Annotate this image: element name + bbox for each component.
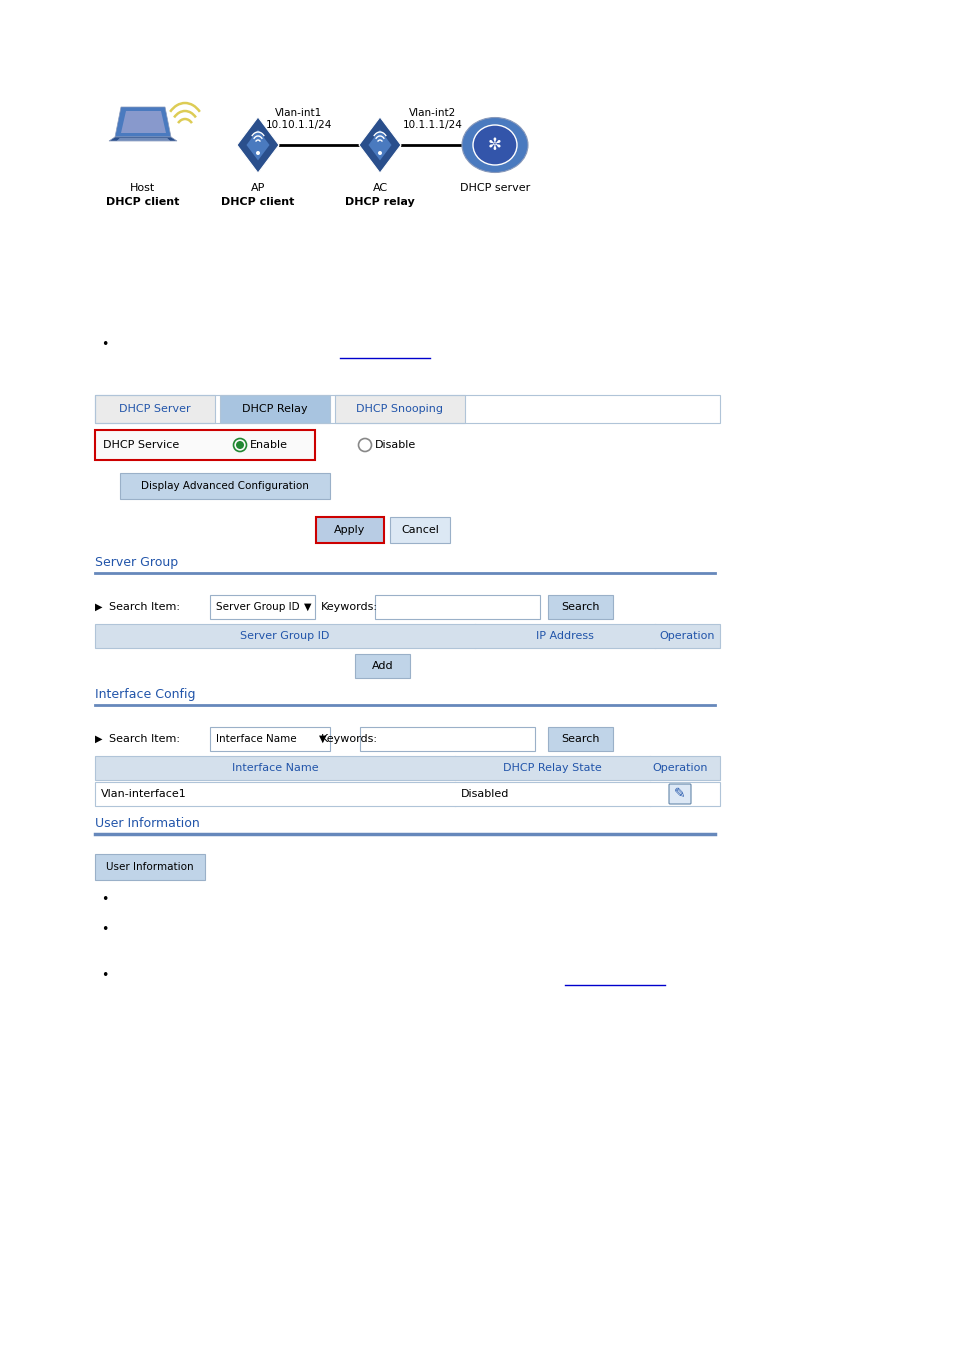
- Text: Vlan-int1: Vlan-int1: [275, 108, 322, 117]
- Text: 10.1.1.1/24: 10.1.1.1/24: [402, 120, 462, 130]
- Circle shape: [255, 151, 260, 155]
- Bar: [210, 728, 330, 751]
- Text: Search: Search: [560, 734, 599, 744]
- Text: Host: Host: [131, 184, 155, 193]
- Polygon shape: [236, 117, 278, 173]
- Text: 10.10.1.1/24: 10.10.1.1/24: [266, 120, 332, 130]
- Text: Server Group ID: Server Group ID: [215, 602, 299, 612]
- Text: AC: AC: [372, 184, 387, 193]
- Text: Apply: Apply: [334, 525, 365, 535]
- Bar: [335, 396, 464, 423]
- Text: Disable: Disable: [375, 440, 416, 450]
- Bar: [220, 396, 330, 423]
- Ellipse shape: [461, 117, 527, 173]
- Polygon shape: [121, 111, 166, 134]
- Text: Operation: Operation: [652, 763, 707, 774]
- FancyBboxPatch shape: [668, 784, 690, 805]
- Bar: [95, 756, 720, 780]
- Text: Display Advanced Configuration: Display Advanced Configuration: [141, 481, 309, 491]
- Ellipse shape: [473, 126, 517, 165]
- Bar: [359, 728, 535, 751]
- Text: •: •: [101, 968, 109, 981]
- Text: ▼: ▼: [303, 602, 311, 612]
- Text: •: •: [101, 339, 109, 351]
- Text: ✎: ✎: [674, 787, 685, 801]
- Text: DHCP Service: DHCP Service: [103, 440, 179, 450]
- Text: DHCP Relay: DHCP Relay: [242, 404, 308, 414]
- Text: DHCP client: DHCP client: [221, 197, 294, 207]
- Text: Interface Name: Interface Name: [232, 763, 318, 774]
- Text: Cancel: Cancel: [400, 525, 438, 535]
- Bar: [210, 595, 314, 620]
- Text: AP: AP: [251, 184, 265, 193]
- Bar: [95, 396, 214, 423]
- Text: ▼: ▼: [318, 734, 326, 744]
- Text: Server Group: Server Group: [95, 556, 178, 568]
- Bar: [547, 595, 613, 620]
- Text: Search Item:: Search Item:: [109, 734, 180, 744]
- Bar: [95, 624, 720, 648]
- Text: User Information: User Information: [106, 863, 193, 872]
- Bar: [375, 595, 539, 620]
- Text: DHCP Server: DHCP Server: [119, 404, 191, 414]
- Text: DHCP Relay State: DHCP Relay State: [502, 763, 601, 774]
- Bar: [120, 472, 330, 499]
- Text: Keywords:: Keywords:: [320, 602, 377, 612]
- Polygon shape: [368, 130, 391, 161]
- Bar: [95, 782, 720, 806]
- Text: Interface Name: Interface Name: [215, 734, 296, 744]
- Text: ✼: ✼: [488, 136, 501, 154]
- Text: IP Address: IP Address: [536, 630, 594, 641]
- Text: Keywords:: Keywords:: [320, 734, 377, 744]
- Polygon shape: [246, 130, 270, 161]
- Text: User Information: User Information: [95, 817, 199, 830]
- Bar: [315, 517, 384, 543]
- Bar: [390, 517, 450, 543]
- Polygon shape: [115, 107, 171, 136]
- Text: Vlan-interface1: Vlan-interface1: [101, 788, 187, 799]
- Text: Enable: Enable: [250, 440, 288, 450]
- Text: Search: Search: [560, 602, 599, 612]
- Text: Add: Add: [372, 662, 393, 671]
- Bar: [355, 653, 410, 678]
- Text: Vlan-int2: Vlan-int2: [409, 108, 456, 117]
- Text: Disabled: Disabled: [460, 788, 509, 799]
- Text: DHCP Snooping: DHCP Snooping: [356, 404, 443, 414]
- Circle shape: [235, 441, 244, 450]
- Text: DHCP client: DHCP client: [106, 197, 179, 207]
- Polygon shape: [358, 117, 400, 173]
- Bar: [95, 855, 205, 880]
- Bar: [547, 728, 613, 751]
- Text: Interface Config: Interface Config: [95, 688, 195, 701]
- Circle shape: [377, 151, 381, 155]
- Text: ▶: ▶: [95, 734, 102, 744]
- Text: •: •: [101, 894, 109, 906]
- Text: Server Group ID: Server Group ID: [240, 630, 330, 641]
- Bar: [95, 396, 720, 423]
- Text: •: •: [101, 923, 109, 937]
- Text: DHCP server: DHCP server: [459, 184, 530, 193]
- Polygon shape: [109, 136, 177, 140]
- Text: DHCP relay: DHCP relay: [345, 197, 415, 207]
- Bar: [95, 431, 314, 460]
- Text: Operation: Operation: [659, 630, 714, 641]
- Text: ▶: ▶: [95, 602, 102, 612]
- Text: Search Item:: Search Item:: [109, 602, 180, 612]
